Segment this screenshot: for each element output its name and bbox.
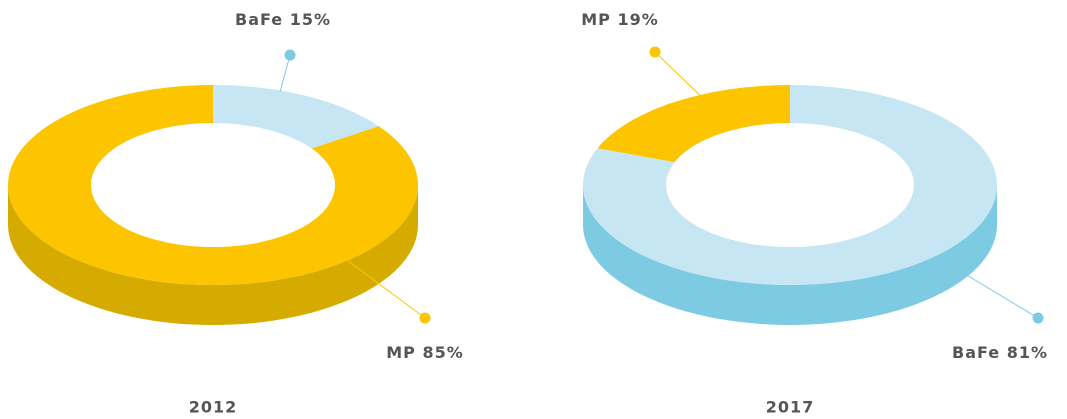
outer-wall (8, 185, 418, 325)
leader-dot (1032, 312, 1044, 324)
hole-opening (666, 163, 914, 247)
slice-label: MP 19% (581, 10, 659, 29)
leader-dot (419, 312, 431, 324)
top-face (8, 85, 419, 285)
hole-opening (91, 163, 335, 247)
slice-label: BaFe 15% (235, 10, 331, 29)
leader-dot (649, 46, 661, 58)
outer-wall (583, 185, 997, 325)
leader-line (654, 51, 711, 106)
label-name: BaFe (952, 343, 1000, 362)
label-name: MP (581, 10, 611, 29)
slice-label: MP 85% (386, 343, 464, 362)
leader-line (949, 264, 1039, 319)
leader-dot (284, 49, 296, 61)
top-face (583, 85, 997, 285)
label-value: 85% (422, 343, 463, 362)
slice-label: BaFe 81% (952, 343, 1048, 362)
chart-title: 2017 (766, 398, 815, 417)
label-value: 19% (617, 10, 658, 29)
top-face (597, 85, 790, 163)
leader-line (339, 254, 426, 319)
label-name: MP (386, 343, 416, 362)
label-value: 81% (1007, 343, 1048, 362)
top-face (213, 85, 379, 149)
label-name: BaFe (235, 10, 283, 29)
leader-line (279, 54, 291, 93)
chart-title: 2012 (189, 398, 238, 417)
label-value: 15% (290, 10, 331, 29)
